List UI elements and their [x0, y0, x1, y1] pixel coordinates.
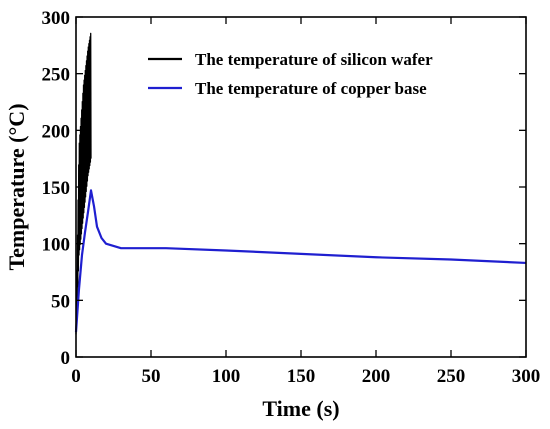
legend: The temperature of silicon wafer The tem… [148, 50, 433, 98]
plot-data [74, 32, 527, 335]
y-tick-label: 200 [42, 121, 71, 142]
series-line-silicon-wafer [75, 32, 92, 335]
x-tick-label: 50 [142, 366, 161, 387]
y-tick-label: 100 [42, 235, 71, 256]
series-line-copper-base [74, 189, 527, 333]
y-tick-label: 250 [42, 65, 71, 86]
y-axis-label: Temperature (°C) [4, 103, 29, 270]
y-tick-label: 300 [42, 8, 71, 29]
x-tick-label: 250 [437, 366, 466, 387]
x-tick-label: 150 [287, 366, 316, 387]
y-tick-label: 50 [51, 291, 70, 312]
x-axis: 0 50 100 150 200 250 300 [71, 17, 540, 387]
x-tick-label: 200 [362, 366, 391, 387]
x-tick-label: 300 [512, 366, 541, 387]
y-tick-label: 0 [61, 348, 71, 369]
y-axis: 0 50 100 150 200 250 300 [42, 8, 526, 369]
y-tick-label: 150 [42, 178, 71, 199]
x-tick-label: 100 [212, 366, 241, 387]
x-tick-label: 0 [71, 366, 81, 387]
legend-label-copper-base: The temperature of copper base [195, 79, 427, 98]
x-axis-label: Time (s) [262, 396, 339, 421]
legend-label-silicon-wafer: The temperature of silicon wafer [195, 50, 433, 69]
